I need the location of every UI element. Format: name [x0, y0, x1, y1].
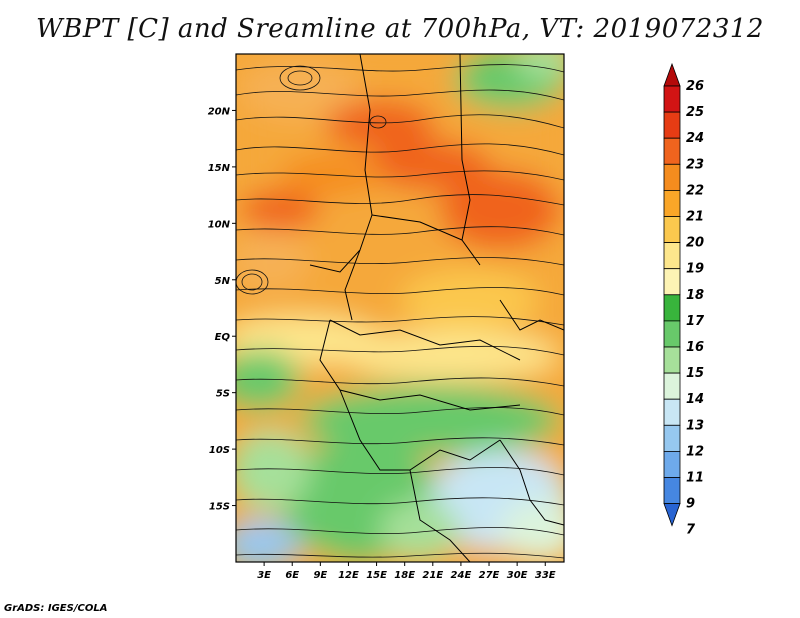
colorbar-swatch — [663, 163, 681, 191]
latitude-axis: 20N 15N 10N 5N EQ 5S 10S 15S — [208, 106, 236, 513]
colorbar-swatch — [663, 477, 681, 505]
colorbar-level-label: 17 — [686, 314, 705, 329]
map-title: WBPT [C] and Sreamline at 700hPa, VT: 20… — [36, 14, 764, 44]
lat-tick-label: 5N — [215, 276, 231, 287]
colorbar-level-label: 13 — [686, 418, 704, 433]
colorbar-level-label: 25 — [686, 105, 704, 120]
lon-tick-label: 30E — [507, 570, 528, 581]
colorbar-level-label: 23 — [686, 157, 704, 172]
lon-tick-label: 6E — [285, 570, 299, 581]
lat-tick-label: 10S — [209, 445, 230, 456]
colorbar-swatch — [663, 372, 681, 400]
colorbar-bottom-triangle — [663, 503, 681, 527]
colorbar-level-label: 11 — [686, 471, 704, 486]
colorbar-swatch — [663, 346, 681, 374]
lon-tick-label: 21E — [422, 570, 443, 581]
colorbar-swatch — [663, 450, 681, 478]
longitude-axis: 3E 6E 9E 12E 15E 18E 21E 24E 27E 30E 33E — [257, 562, 556, 581]
colorbar-swatch — [663, 216, 681, 244]
colorbar-swatch — [663, 242, 681, 270]
colorbar-swatch — [663, 398, 681, 426]
colorbar: 26 25 24 23 22 21 20 19 18 17 16 15 14 13 12 11 9 7 — [663, 62, 705, 538]
colorbar-swatch — [663, 424, 681, 452]
colorbar-swatch — [663, 294, 681, 322]
colorbar-swatch — [663, 268, 681, 296]
colorbar-level-label: 22 — [686, 183, 704, 198]
colorbar-level-label: 21 — [686, 210, 704, 225]
colorbar-swatch — [663, 320, 681, 348]
lon-tick-label: 18E — [394, 570, 415, 581]
grads-credit: GrADS: IGES/COLA — [4, 603, 108, 614]
lon-tick-label: 9E — [313, 570, 327, 581]
colorbar-level-label: 24 — [686, 131, 704, 146]
colorbar-level-label: 26 — [686, 79, 704, 94]
lon-tick-label: 33E — [535, 570, 556, 581]
lon-tick-label: 12E — [338, 570, 359, 581]
country-borders — [309, 54, 564, 562]
colorbar-level-label: 15 — [686, 366, 704, 381]
colorbar-swatch — [663, 189, 681, 217]
map-frame — [235, 53, 565, 563]
colorbar-level-label: 20 — [686, 236, 704, 251]
colorbar-level-label: 7 — [686, 523, 696, 538]
colorbar-level-label: 18 — [686, 288, 704, 303]
lat-tick-label: 15N — [208, 163, 231, 174]
lat-tick-label: 15S — [209, 502, 230, 513]
colorbar-level-label: 9 — [686, 497, 695, 512]
lon-tick-label: 3E — [257, 570, 271, 581]
colorbar-level-label: 16 — [686, 340, 704, 355]
colorbar-swatch — [663, 137, 681, 165]
lon-tick-label: 24E — [451, 570, 472, 581]
lon-tick-label: 15E — [366, 570, 387, 581]
wbpt-shaded-field — [236, 54, 564, 562]
lat-tick-label: 5S — [216, 389, 230, 400]
colorbar-level-label: 14 — [686, 392, 704, 407]
colorbar-swatch — [663, 111, 681, 139]
colorbar-top-triangle — [663, 62, 681, 87]
colorbar-level-label: 12 — [686, 444, 704, 459]
streamlines — [236, 64, 564, 559]
lat-tick-label: 10N — [208, 219, 231, 230]
lat-tick-label: 20N — [208, 106, 231, 117]
lon-tick-label: 27E — [479, 570, 500, 581]
colorbar-swatch — [663, 85, 681, 113]
lat-tick-label: EQ — [215, 332, 231, 343]
colorbar-level-label: 19 — [686, 262, 704, 277]
